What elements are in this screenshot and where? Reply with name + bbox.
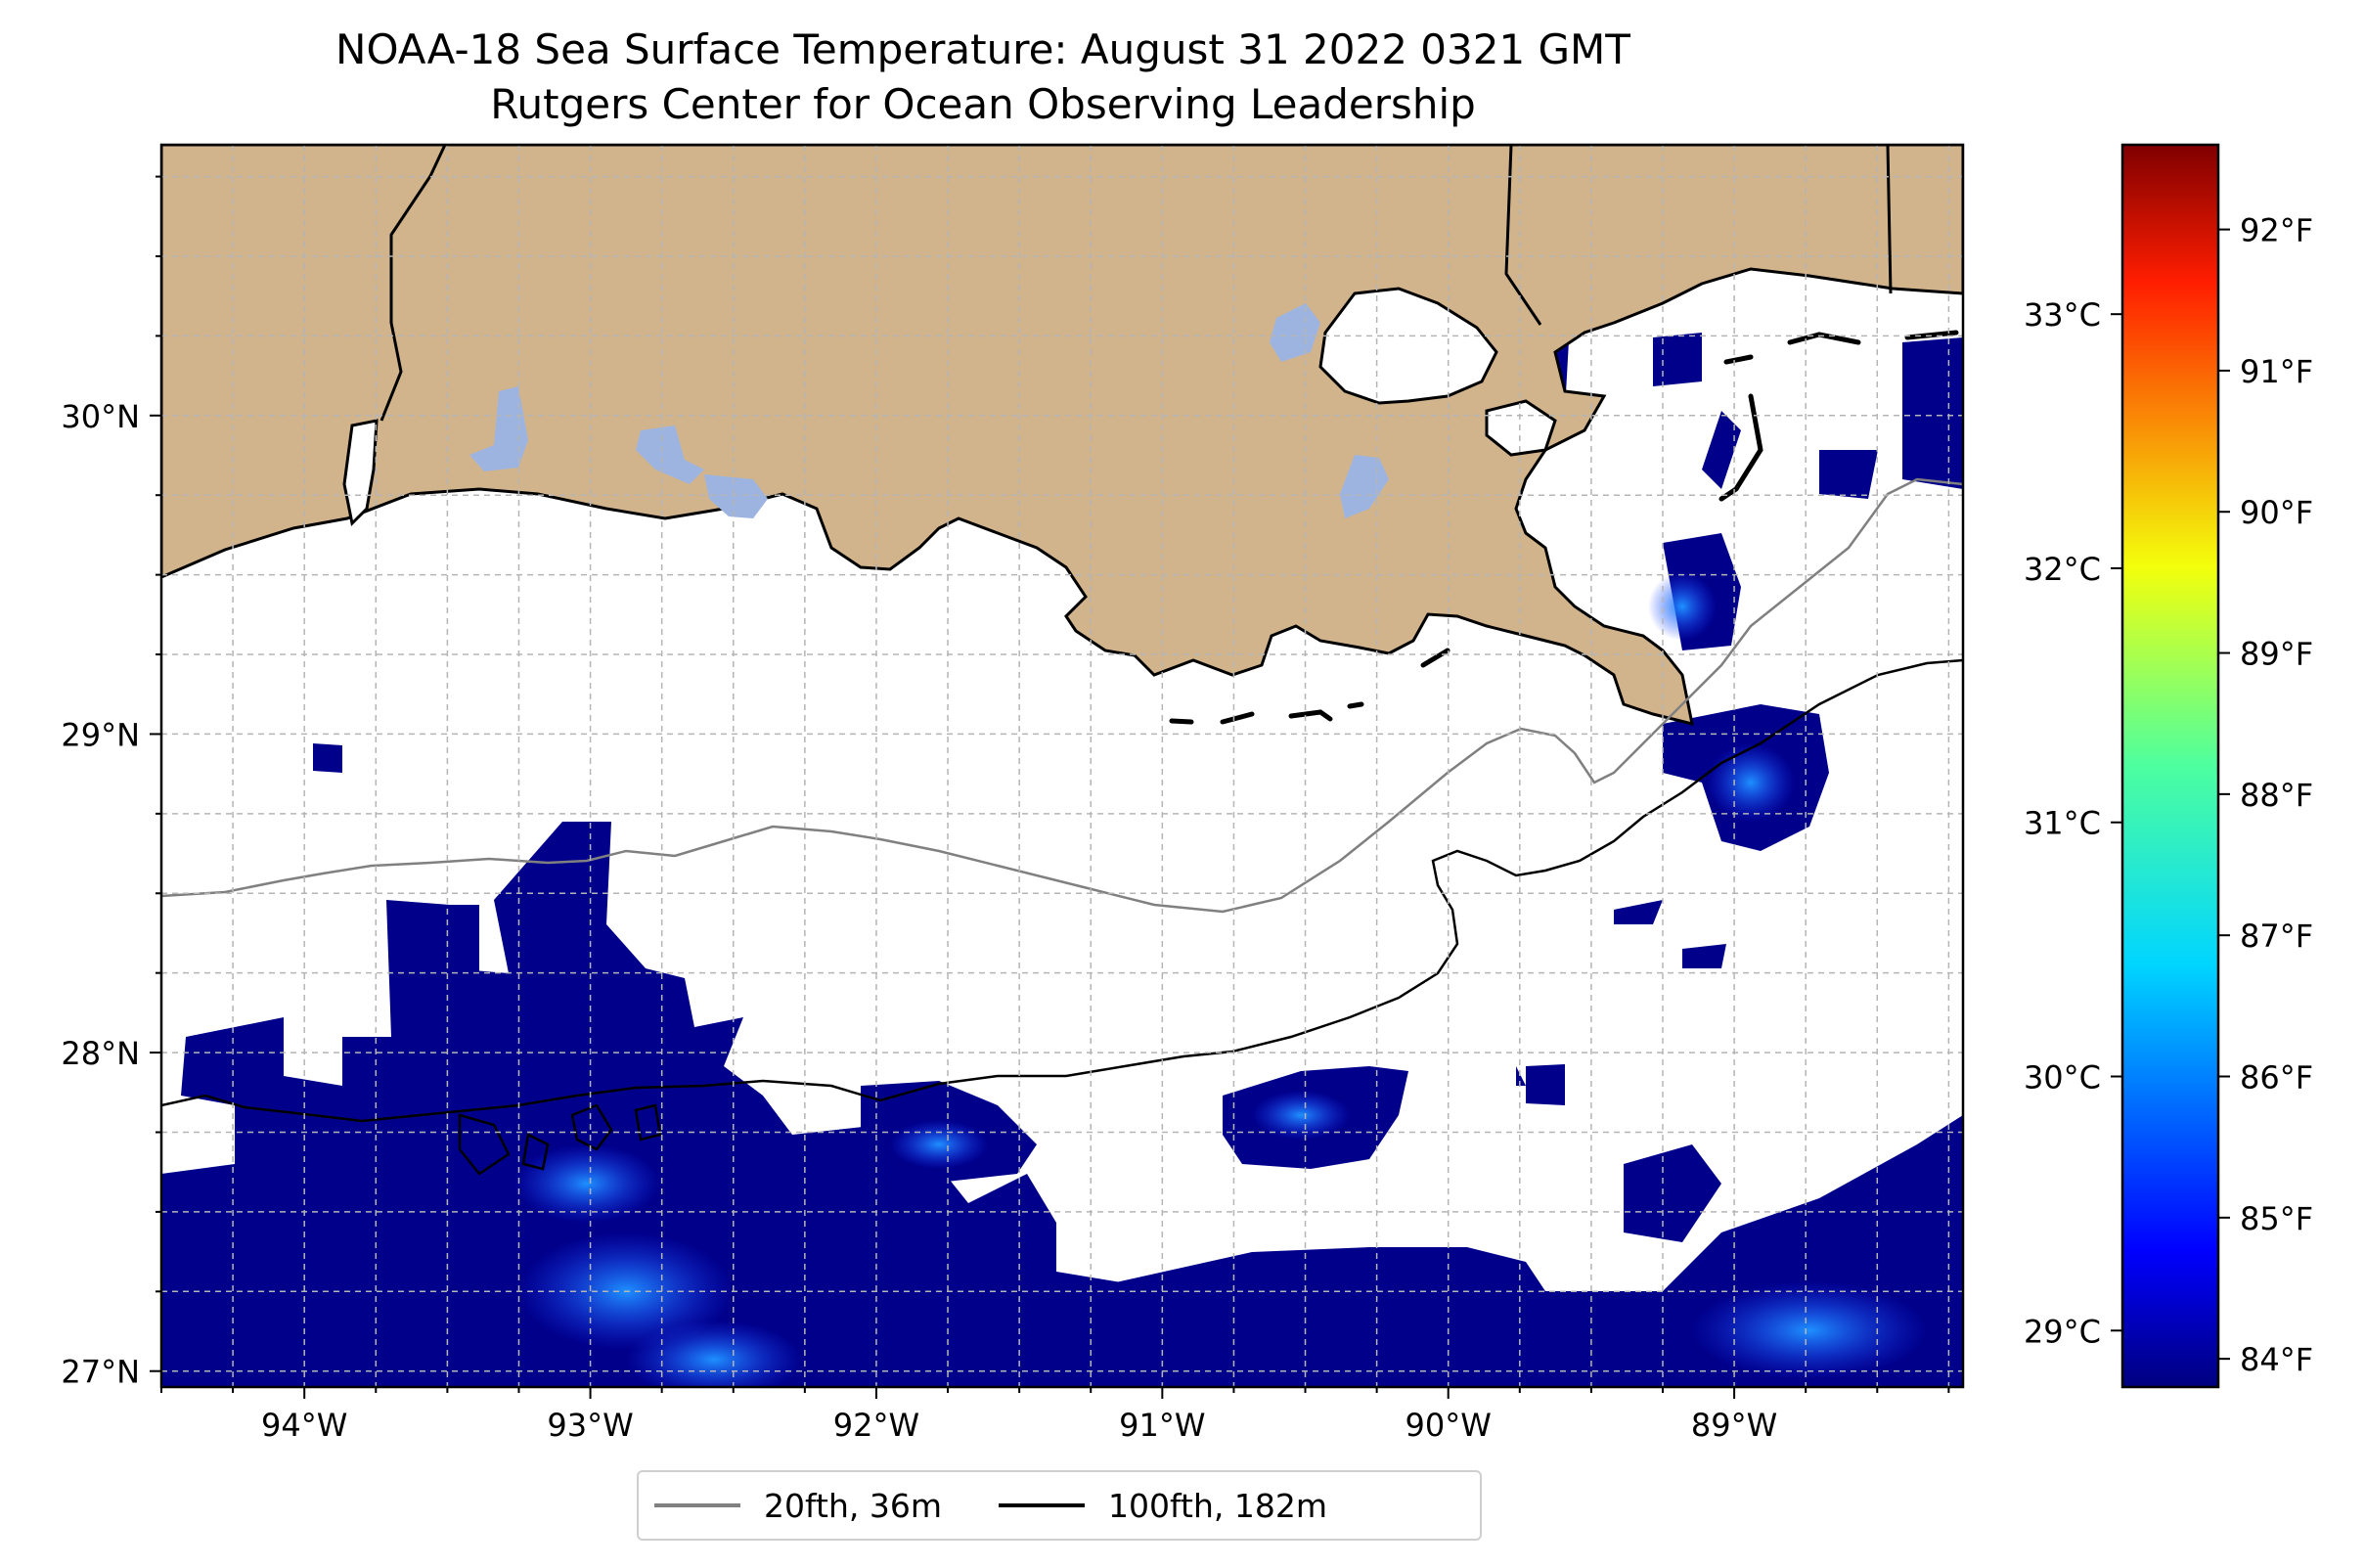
legend-item-100fth: 100fth, 182m — [983, 1487, 1327, 1525]
isobath-100fth — [161, 658, 1963, 1123]
state-border-west — [379, 145, 447, 422]
gridlines — [161, 145, 1963, 1387]
lon-tick-label: 89°W — [1691, 1407, 1777, 1444]
isobath-legend: 20fth, 36m 100fth, 182m — [637, 1470, 1482, 1541]
land — [161, 145, 1963, 727]
legend-swatch-20fth — [654, 1503, 740, 1507]
legend-label-100fth: 100fth, 182m — [1108, 1486, 1327, 1525]
plot-title: NOAA-18 Sea Surface Temperature: August … — [335, 25, 1630, 73]
isobath-100fth-features — [458, 1103, 662, 1176]
lon-tick-label: 92°W — [833, 1407, 919, 1444]
colorbar-f-label: 88°F — [2240, 777, 2313, 814]
longitude-axis: 94°W 93°W 92°W 91°W 90°W 89°W — [160, 1387, 1950, 1444]
colorbar-c-label: 29°C — [2024, 1313, 2101, 1350]
isobath-20fth — [161, 477, 1963, 914]
colorbar-f-label: 91°F — [2240, 353, 2313, 390]
colorbar-c-label: 30°C — [2024, 1059, 2101, 1097]
colorbar-celsius-ticks: 29°C 30°C 31°C 32°C 33°C — [2024, 296, 2122, 1350]
colorbar-f-label: 90°F — [2240, 494, 2313, 531]
latitude-axis: 27°N 28°N 29°N 30°N — [61, 175, 161, 1391]
colorbar-f-label: 85°F — [2240, 1200, 2313, 1237]
colorbar-f-label: 86°F — [2240, 1059, 2313, 1097]
colorbar-f-label: 87°F — [2240, 918, 2313, 955]
map-frame — [159, 143, 1965, 1389]
inland-lakes — [469, 303, 1389, 518]
calcasieu-lake — [342, 419, 379, 527]
colorbar-gradient — [2120, 143, 2220, 1389]
lake-pontchartrain — [1318, 287, 1498, 405]
colorbar-fahrenheit-ticks: 84°F 85°F 86°F 87°F 88°F 89°F 90°F 91°F 92°F — [2218, 212, 2313, 1378]
lat-tick-label: 30°N — [61, 398, 140, 435]
legend-label-20fth: 20fth, 36m — [764, 1486, 942, 1525]
lon-tick-label: 93°W — [547, 1407, 633, 1444]
lon-tick-label: 91°W — [1119, 1407, 1205, 1444]
lake-borgne — [1485, 399, 1557, 457]
state-border — [1504, 145, 1893, 326]
lat-tick-label: 29°N — [61, 716, 140, 753]
colorbar-f-label: 89°F — [2240, 636, 2313, 673]
lon-tick-label: 94°W — [261, 1407, 347, 1444]
colorbar-c-label: 32°C — [2024, 551, 2101, 588]
legend-item-20fth: 20fth, 36m — [639, 1487, 942, 1525]
lat-tick-label: 27°N — [61, 1354, 140, 1391]
lat-tick-label: 28°N — [61, 1035, 140, 1072]
colorbar-c-label: 33°C — [2024, 296, 2101, 334]
colorbar-c-label: 31°C — [2024, 805, 2101, 842]
legend-swatch-100fth — [999, 1503, 1085, 1507]
colorbar-f-label: 84°F — [2240, 1341, 2313, 1378]
plot-subtitle: Rutgers Center for Ocean Observing Leade… — [490, 80, 1476, 128]
colorbar-f-label: 92°F — [2240, 212, 2313, 249]
lon-tick-label: 90°W — [1406, 1407, 1492, 1444]
